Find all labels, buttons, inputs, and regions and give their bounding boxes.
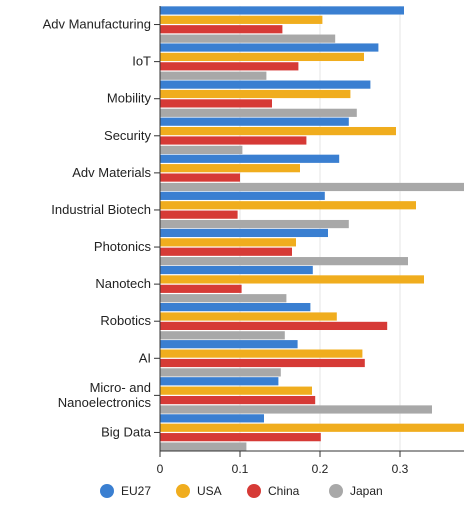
bar-japan [160,219,349,229]
x-tick-label: 0.3 [392,462,409,476]
x-tick-labels: 0 0.1 0.2 0.3 [157,451,409,476]
category-label: Adv Materials [72,165,151,180]
bar-usa [160,52,364,62]
legend-marker-eu27 [100,484,114,498]
bar-japan [160,257,408,266]
x-tick-label: 0 [157,462,164,476]
bar-china [160,62,299,71]
bar-usa [160,201,416,210]
legend-label-usa: USA [197,484,222,498]
bar-usa [160,164,300,173]
bar-eu27 [160,265,313,275]
bar-usa [160,312,337,321]
bar-japan [160,108,357,117]
bar-usa [160,423,464,432]
category-labels: Adv Manufacturing IoT Mobility Security Adv … [43,17,160,439]
category-label: Nanoelectronics [58,395,152,410]
bar-usa [160,275,424,284]
bar-eu27 [160,228,328,238]
bar-japan [160,34,336,43]
category-label: Big Data [101,424,152,439]
bar-eu27 [160,6,404,15]
x-tick-label: 0.2 [312,462,329,476]
bar-china [160,99,272,108]
category-label: IoT [132,54,151,69]
category-label: AI [139,350,151,365]
bar-japan [160,368,281,377]
bar-japan [160,405,432,414]
category-label: Nanotech [95,276,151,291]
bar-china [160,210,238,219]
bar-usa [160,89,351,99]
category-label: Robotics [100,313,151,328]
bar-usa [160,126,396,136]
bar-japan [160,294,287,303]
bar-china [160,25,283,34]
bar-eu27 [160,191,325,200]
bar-eu27 [160,303,311,312]
category-label: Adv Manufacturing [43,17,151,32]
bar-eu27 [160,80,371,89]
bar-usa [160,386,312,395]
bar-eu27 [160,340,298,349]
bar-eu27 [160,117,349,126]
bar-china [160,433,321,442]
category-label: Security [104,128,151,143]
bar-china [160,247,292,256]
bar-eu27 [160,43,379,52]
category-label: Industrial Biotech [51,202,151,217]
bar-eu27 [160,414,264,423]
bar-japan [160,145,243,154]
bar-china [160,395,316,405]
bar-japan [160,182,464,192]
bar-china [160,358,365,368]
category-label: Photonics [94,239,152,254]
bar-china [160,136,307,145]
legend-label-china: China [268,484,300,498]
bar-usa [160,15,323,24]
bar-japan [160,331,285,340]
bar-usa [160,238,296,247]
bar-eu27 [160,154,340,163]
bar-japan [160,71,267,80]
x-tick-label: 0.1 [232,462,249,476]
bar-usa [160,349,363,358]
legend-marker-usa [176,484,190,498]
legend-label-eu27: EU27 [121,484,151,498]
bar-china [160,284,242,293]
legend-marker-china [247,484,261,498]
bar-japan [160,442,247,451]
bar-china [160,173,240,182]
legend: EU27 USA China Japan [100,484,383,498]
bars [160,6,464,451]
legend-label-japan: Japan [350,484,383,498]
bar-eu27 [160,377,279,386]
category-label: Mobility [107,91,152,106]
category-label: Micro- and [90,380,151,395]
bar-china [160,321,388,331]
legend-marker-japan [329,484,343,498]
